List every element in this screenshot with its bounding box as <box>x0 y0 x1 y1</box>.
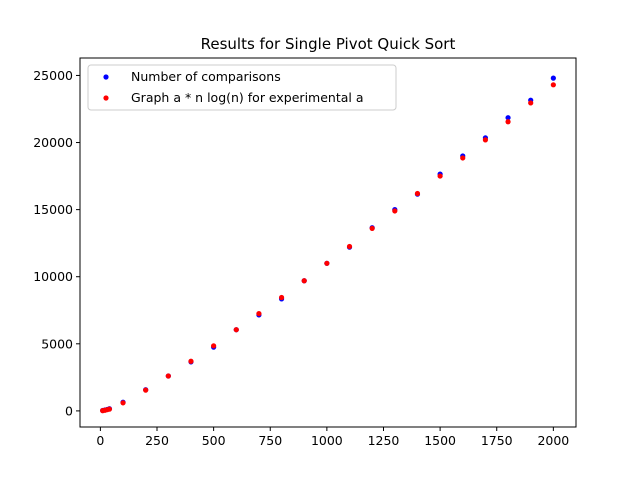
nlogn-point <box>414 190 421 197</box>
y-tick-label: 10000 <box>33 269 73 284</box>
chart-title: Results for Single Pivot Quick Sort <box>201 35 456 53</box>
data-points <box>100 75 556 414</box>
y-tick-label: 15000 <box>33 202 73 217</box>
x-tick-label: 1750 <box>481 433 513 448</box>
nlogn-point <box>188 358 194 364</box>
legend: Number of comparisons Graph a * n log(n)… <box>87 64 397 111</box>
comparisons-point <box>550 75 556 81</box>
nlogn-point <box>278 294 285 301</box>
nlogn-point <box>528 100 534 106</box>
plot-area <box>79 57 577 428</box>
nlogn-point <box>550 82 556 88</box>
legend-label-nlogn: Graph a * n log(n) for experimental a <box>131 90 364 105</box>
nlogn-point <box>324 260 330 266</box>
nlogn-point <box>482 137 489 143</box>
y-tick-label: 25000 <box>33 68 73 83</box>
nlogn-point <box>392 208 398 214</box>
nlogn-point <box>301 278 307 284</box>
y-axis: 0 5000 10000 15000 20000 25000 <box>33 68 80 418</box>
x-tick-label: 750 <box>258 433 282 448</box>
legend-label-comparisons: Number of comparisons <box>131 69 281 84</box>
nlogn-point <box>233 327 239 333</box>
x-tick-label: 250 <box>145 433 169 448</box>
x-tick-label: 1500 <box>424 433 456 448</box>
nlogn-point <box>120 400 126 406</box>
nlogn-point <box>143 387 149 393</box>
legend-frame <box>87 64 397 111</box>
axes-frame <box>79 57 577 428</box>
nlogn-point <box>211 343 217 349</box>
nlogn-point <box>505 119 511 125</box>
legend-marker-nlogn <box>103 95 109 101</box>
nlogn-point <box>256 311 262 317</box>
nlogn-point <box>106 406 113 412</box>
x-tick-label: 500 <box>202 433 226 448</box>
nlogn-point <box>437 173 443 179</box>
comparisons-point <box>505 115 511 121</box>
nlogn-point <box>460 155 466 161</box>
x-tick-label: 1000 <box>311 433 343 448</box>
y-tick-label: 0 <box>65 403 73 418</box>
nlogn-point <box>165 373 171 379</box>
nlogn-point <box>369 225 375 232</box>
nlogn-point <box>346 243 353 250</box>
x-axis: 0 250 500 750 1000 1250 1500 1750 2000 <box>96 427 569 448</box>
x-tick-label: 1250 <box>368 433 400 448</box>
y-tick-label: 20000 <box>33 135 73 150</box>
legend-marker-comparisons <box>103 74 109 80</box>
y-tick-label: 5000 <box>41 336 73 351</box>
x-tick-label: 0 <box>96 433 104 448</box>
x-tick-label: 2000 <box>537 433 569 448</box>
